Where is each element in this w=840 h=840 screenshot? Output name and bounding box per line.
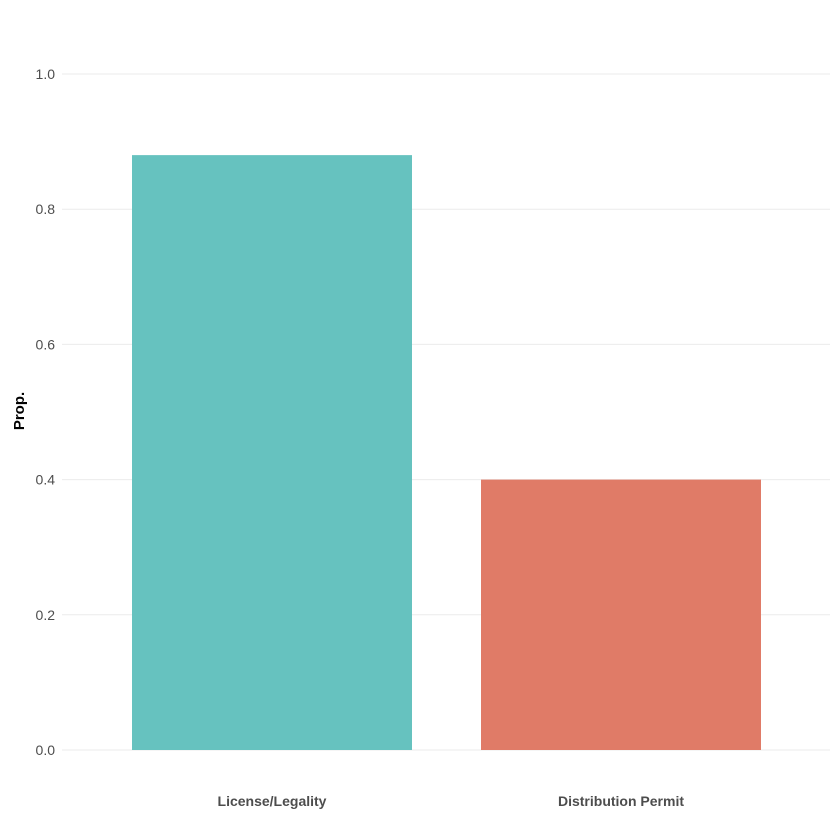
y-tick-label: 0.8 [36, 201, 56, 217]
bar [132, 155, 412, 750]
bars [132, 155, 761, 750]
bar [481, 479, 761, 750]
x-axis-ticks: License/Legality Distribution Permit [218, 793, 685, 809]
y-tick-label: 0.2 [36, 607, 56, 623]
y-tick-label: 0.4 [36, 472, 56, 488]
y-tick-label: 0.0 [36, 742, 56, 758]
y-tick-label: 0.6 [36, 336, 56, 352]
y-tick-label: 1.0 [36, 66, 56, 82]
x-tick-label: Distribution Permit [558, 793, 684, 809]
y-axis-title: Prop. [11, 392, 28, 430]
y-axis-ticks: 0.0 0.2 0.4 0.6 0.8 1.0 [36, 66, 56, 758]
x-tick-label: License/Legality [218, 793, 327, 809]
